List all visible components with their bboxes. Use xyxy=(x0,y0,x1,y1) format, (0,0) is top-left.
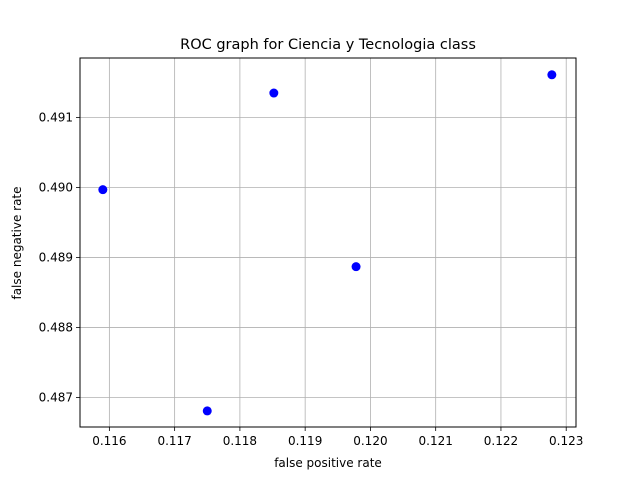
y-tick-label: 0.488 xyxy=(39,321,73,335)
y-tick-label: 0.491 xyxy=(39,111,73,125)
y-axis-ticks: 0.487 0.488 0.489 0.490 0.491 xyxy=(39,111,80,405)
chart-title: ROC graph for Ciencia y Tecnologia class xyxy=(180,37,476,53)
x-axis-label: false positive rate xyxy=(274,456,382,470)
grid-lines xyxy=(80,58,576,427)
y-tick-label: 0.489 xyxy=(39,251,73,265)
x-tick-label: 0.116 xyxy=(92,434,126,448)
data-point xyxy=(98,185,108,195)
x-axis-ticks: 0.116 0.117 0.118 0.119 0.120 0.121 0.122 0.123 xyxy=(92,427,583,448)
y-tick-label: 0.490 xyxy=(39,181,73,195)
x-tick-label: 0.122 xyxy=(484,434,518,448)
y-axis-label: false negative rate xyxy=(10,186,24,299)
data-point xyxy=(351,262,361,272)
plot-frame xyxy=(79,57,577,428)
y-tick-label: 0.487 xyxy=(39,391,73,405)
data-points xyxy=(98,70,557,416)
data-point xyxy=(202,406,212,416)
x-tick-label: 0.118 xyxy=(223,434,257,448)
data-point xyxy=(269,88,279,98)
x-tick-label: 0.120 xyxy=(353,434,387,448)
x-tick-label: 0.117 xyxy=(157,434,191,448)
x-tick-label: 0.123 xyxy=(549,434,583,448)
x-tick-label: 0.121 xyxy=(419,434,453,448)
x-tick-label: 0.119 xyxy=(288,434,322,448)
data-point xyxy=(547,70,557,80)
